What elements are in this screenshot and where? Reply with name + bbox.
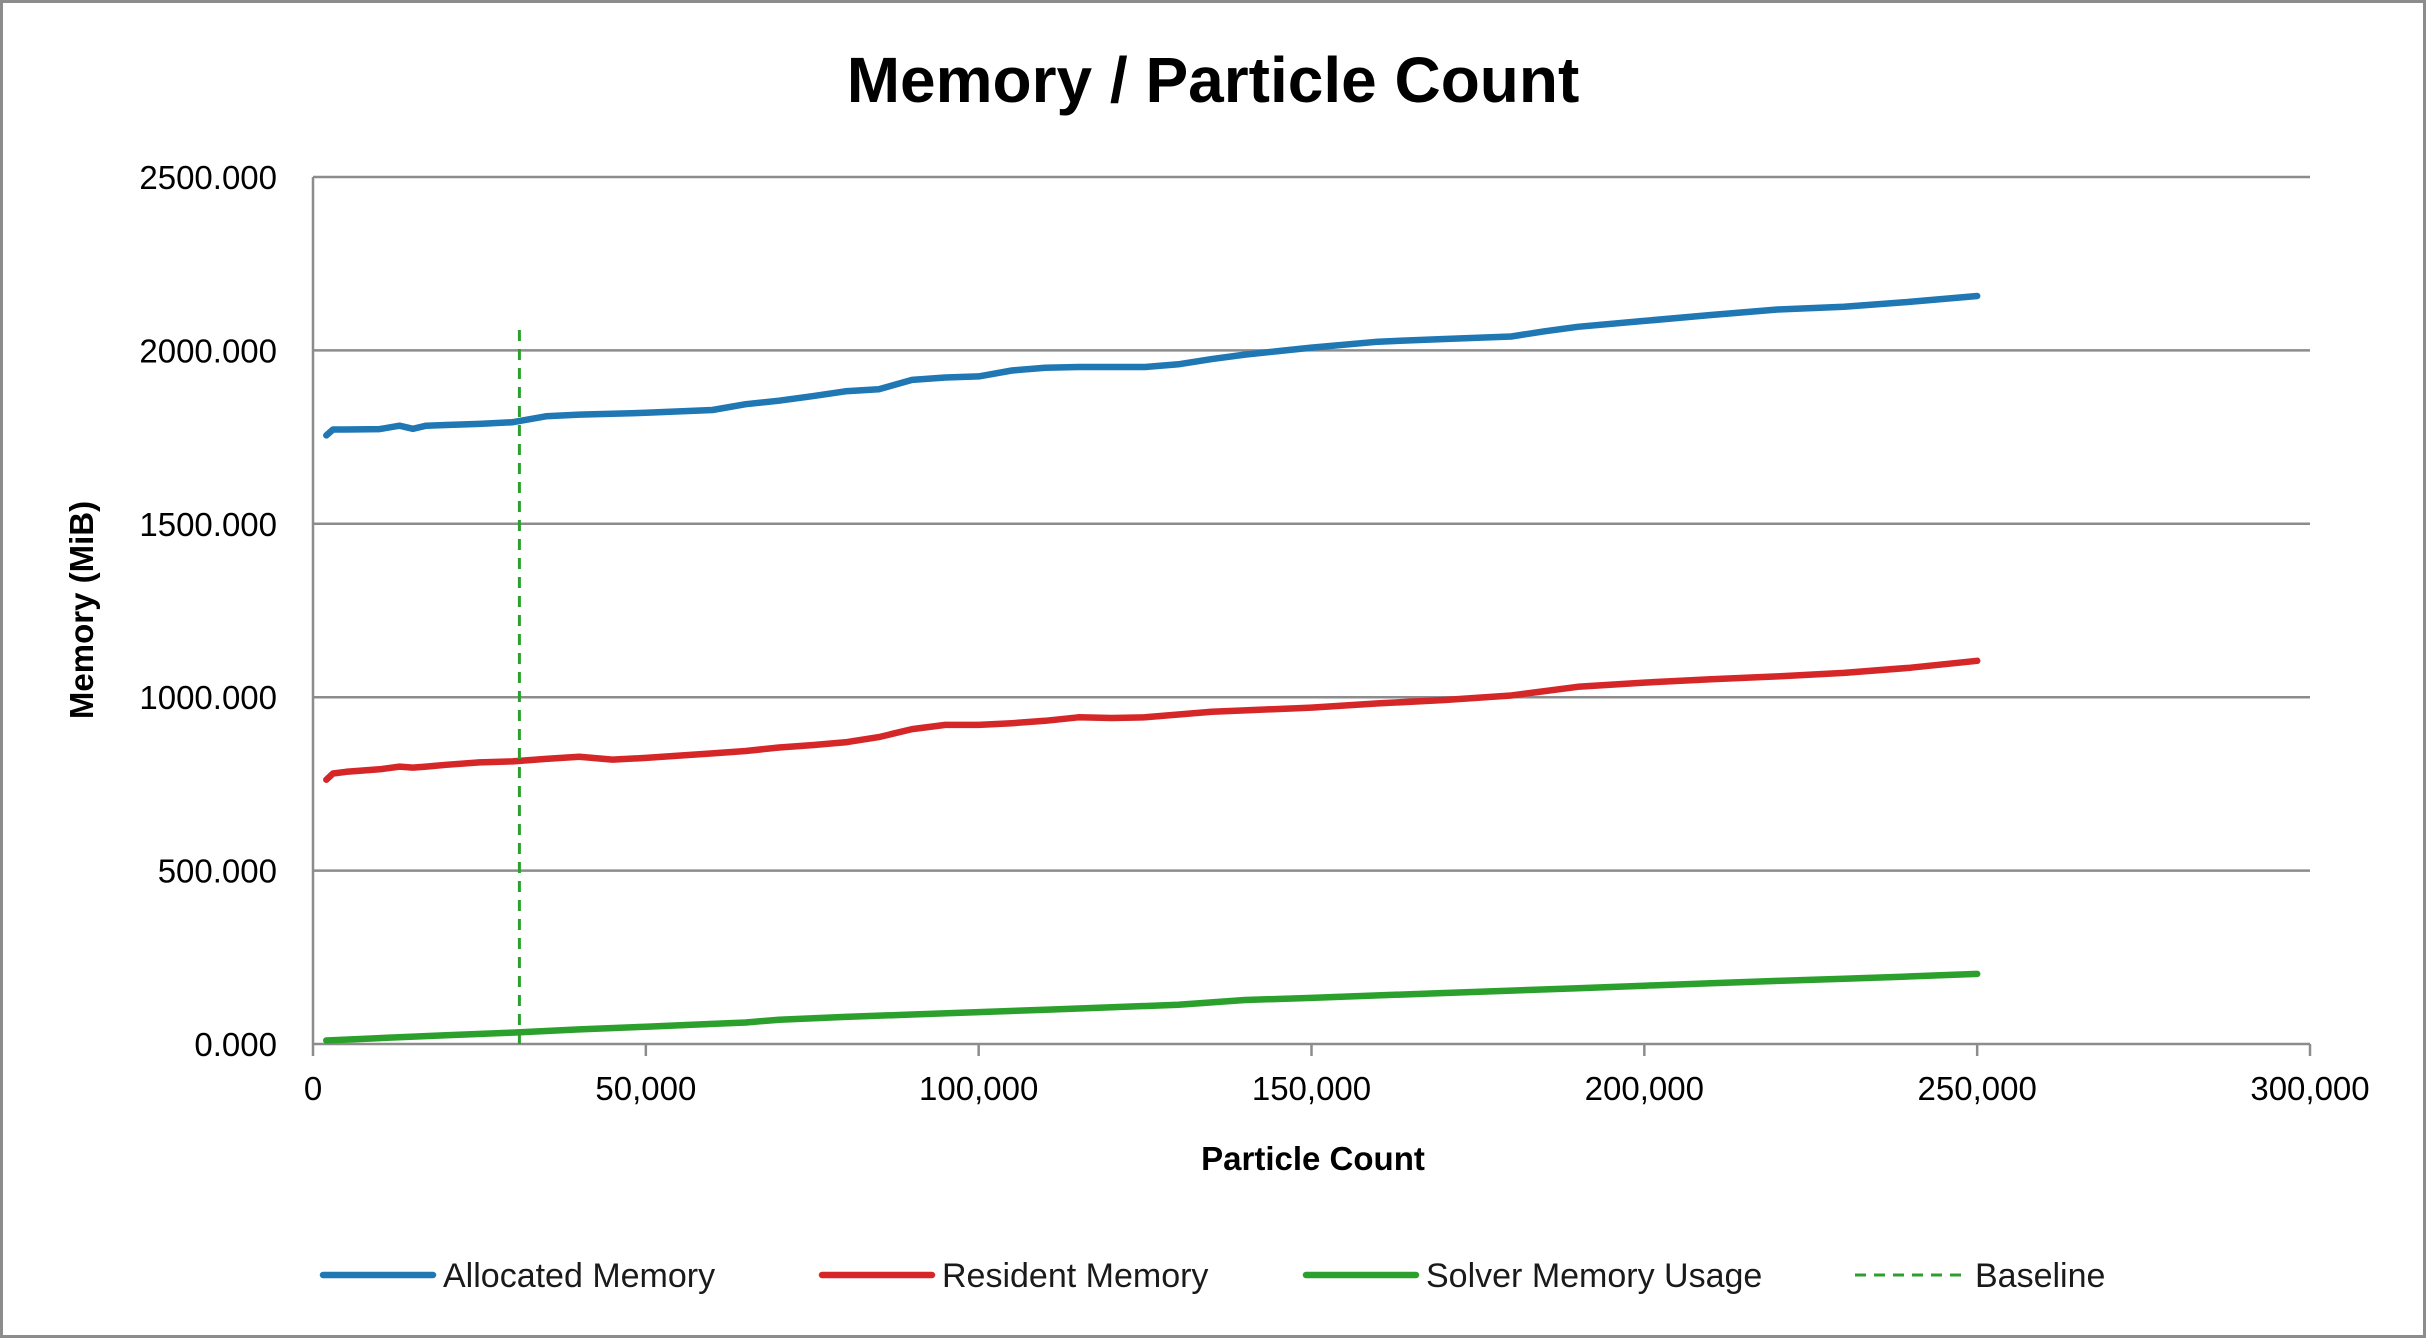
y-tick-label: 2000.000 (139, 332, 277, 369)
series-line-resident-memory (323, 657, 1981, 783)
series-line-solver-memory-usage (323, 970, 1981, 1044)
y-tick-label: 2500.000 (139, 159, 277, 196)
x-tick-label: 200,000 (1585, 1070, 1704, 1107)
y-tick-label: 1500.000 (139, 506, 277, 543)
x-tick-label: 0 (304, 1070, 322, 1107)
y-axis-title: Memory (MiB) (63, 501, 100, 719)
x-tick-label: 250,000 (1918, 1070, 2037, 1107)
gridlines (313, 175, 2310, 872)
legend-label-solver-memory-usage: Solver Memory Usage (1426, 1257, 1762, 1295)
legend-label-allocated-memory: Allocated Memory (443, 1257, 715, 1295)
series-line-allocated-memory (323, 292, 1981, 439)
y-tick-label: 1000.000 (139, 679, 277, 716)
axes (311, 177, 2310, 1046)
legend: Allocated Memory Resident Memory Solver Me… (319, 1257, 2105, 1295)
legend-label-resident-memory: Resident Memory (942, 1257, 1208, 1295)
x-tick-label: 300,000 (2250, 1070, 2369, 1107)
x-axis-ticks: 0 50,000 100,000 150,000 200,000 250,000 300,0… (304, 1044, 2370, 1107)
x-tick-label: 50,000 (595, 1070, 696, 1107)
y-tick-label: 500.000 (158, 853, 277, 890)
x-tick-label: 150,000 (1252, 1070, 1371, 1107)
y-axis-ticks: 0.000 500.000 1000.000 1500.000 2000.000 2500… (139, 159, 277, 1063)
chart-title: Memory / Particle Count (847, 44, 1580, 116)
legend-label-baseline: Baseline (1975, 1257, 2105, 1295)
plot-area (323, 292, 1981, 1044)
y-tick-label: 0.000 (194, 1026, 277, 1063)
x-axis-title: Particle Count (1201, 1140, 1425, 1177)
x-tick-label: 100,000 (919, 1070, 1038, 1107)
